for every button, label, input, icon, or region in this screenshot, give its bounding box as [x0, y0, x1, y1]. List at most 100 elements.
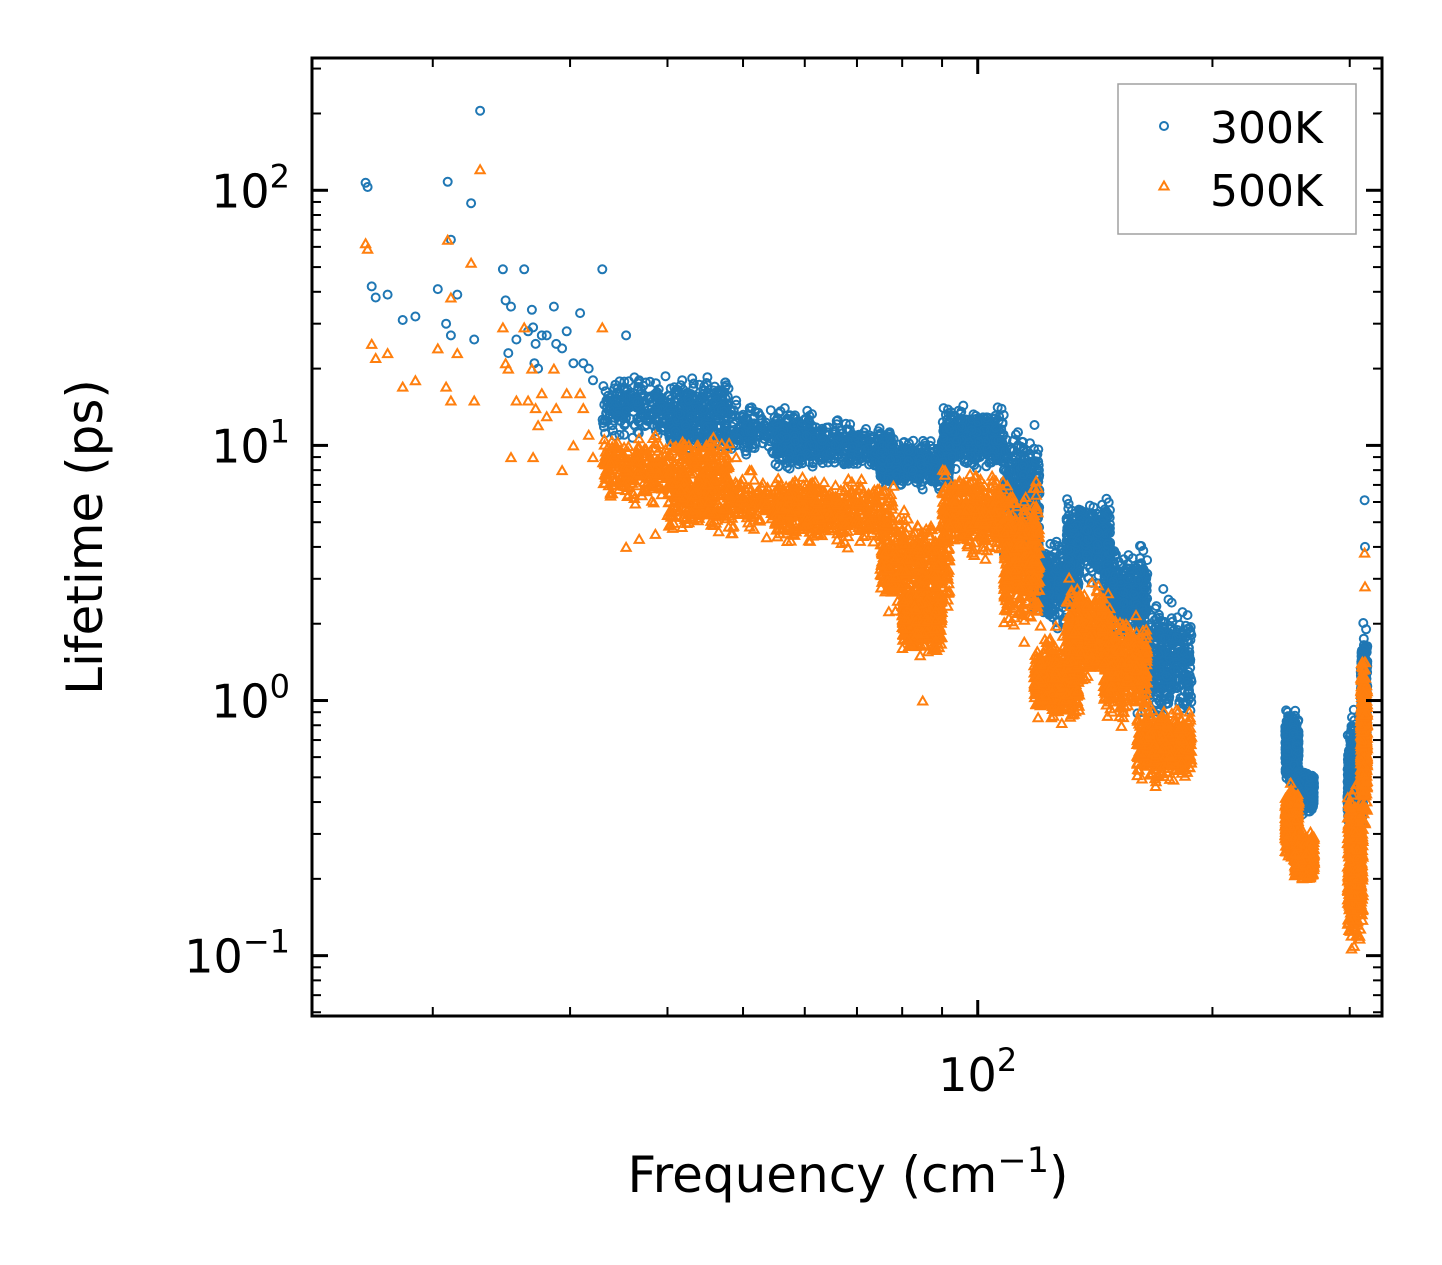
data-point	[853, 447, 864, 458]
data-point	[677, 375, 688, 386]
data-point	[688, 394, 699, 405]
data-point	[603, 397, 613, 408]
data-point	[830, 439, 841, 450]
data-point	[932, 480, 943, 491]
data-point	[714, 415, 725, 426]
data-point	[731, 399, 742, 410]
data-point	[746, 426, 757, 437]
data-point	[619, 429, 630, 440]
data-point	[650, 378, 661, 389]
data-point	[825, 448, 836, 459]
data-point	[886, 441, 897, 451]
data-point	[614, 429, 625, 440]
data-point	[701, 389, 712, 400]
data-point	[950, 464, 961, 474]
data-point	[837, 452, 848, 463]
data-point	[723, 383, 734, 394]
data-point	[784, 449, 795, 460]
data-point	[848, 458, 859, 469]
data-point	[873, 430, 884, 441]
data-point	[673, 387, 684, 398]
data-point	[621, 406, 631, 417]
data-point	[925, 436, 936, 447]
data-point	[885, 454, 896, 465]
data-point	[653, 391, 664, 402]
data-point	[741, 419, 752, 429]
data-point	[662, 412, 673, 422]
data-point	[702, 372, 713, 383]
data-point	[808, 440, 819, 451]
data-point	[686, 411, 697, 422]
data-point	[784, 463, 795, 474]
data-point	[855, 452, 866, 463]
data-marks	[359, 105, 1374, 954]
data-point	[877, 440, 888, 451]
data-point	[772, 413, 783, 424]
data-point	[796, 453, 806, 464]
data-point	[608, 425, 618, 436]
data-point	[699, 423, 710, 434]
data-point	[847, 441, 858, 452]
data-point	[903, 445, 914, 456]
data-point	[660, 371, 671, 382]
data-point	[685, 430, 695, 441]
data-point	[690, 411, 700, 422]
data-point	[614, 376, 625, 387]
data-point	[598, 381, 609, 392]
data-point	[863, 443, 874, 454]
data-point	[898, 437, 909, 448]
data-point	[815, 455, 825, 466]
data-point	[841, 442, 852, 453]
data-point	[616, 396, 627, 407]
data-point	[907, 465, 918, 476]
data-point	[916, 459, 927, 470]
data-point	[831, 419, 842, 430]
data-point	[718, 406, 729, 417]
data-point	[789, 413, 800, 424]
data-point	[721, 423, 732, 433]
data-point	[799, 432, 810, 443]
data-point	[716, 404, 727, 415]
data-point	[817, 423, 828, 434]
data-point	[842, 424, 853, 435]
data-point	[639, 421, 650, 432]
data-point	[831, 416, 842, 426]
data-point	[902, 463, 913, 474]
data-point	[619, 376, 630, 387]
data-point	[898, 470, 909, 481]
data-point	[891, 455, 902, 466]
data-point	[747, 442, 758, 453]
data-point	[724, 434, 735, 445]
data-point	[917, 484, 928, 495]
data-point	[601, 408, 612, 419]
data-point	[881, 474, 892, 485]
data-point	[636, 385, 647, 396]
data-point	[760, 420, 771, 431]
data-point	[883, 429, 894, 440]
data-point	[702, 421, 713, 432]
data-point	[789, 435, 800, 446]
data-point	[698, 404, 709, 415]
data-point	[652, 408, 663, 418]
data-point	[923, 470, 934, 481]
data-point	[779, 403, 790, 414]
data-point	[619, 420, 630, 431]
data-point	[637, 405, 647, 416]
data-point	[687, 373, 698, 384]
data-point	[711, 412, 722, 423]
data-point	[771, 419, 782, 429]
data-point	[929, 453, 940, 464]
data-point	[675, 409, 686, 420]
data-point	[819, 433, 830, 444]
data-point	[817, 435, 828, 446]
data-point	[645, 376, 655, 387]
data-point	[759, 429, 770, 440]
data-point	[753, 431, 764, 442]
data-point	[632, 396, 643, 407]
data-point	[670, 426, 681, 437]
data-point	[920, 438, 931, 449]
data-point	[743, 442, 754, 453]
data-point	[617, 390, 627, 401]
data-point	[680, 420, 691, 431]
